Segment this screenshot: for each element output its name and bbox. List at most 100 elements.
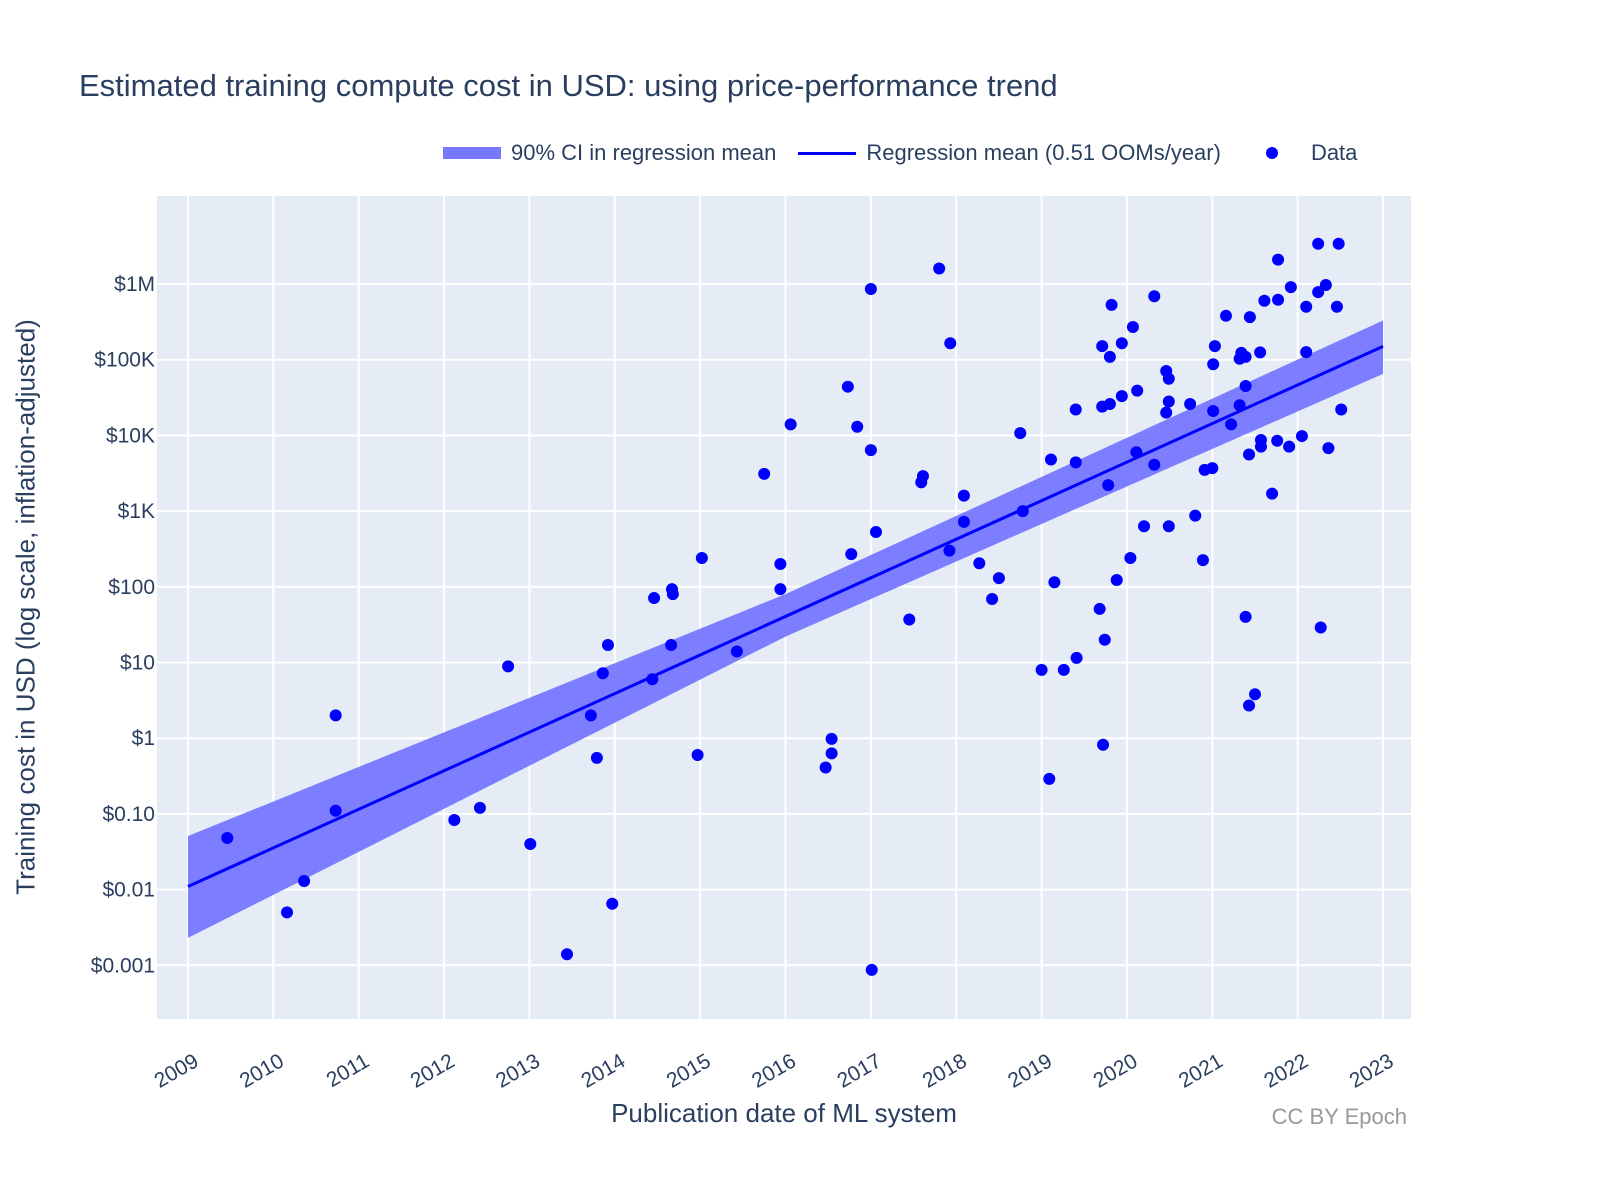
data-point — [1243, 311, 1256, 324]
data-point — [957, 515, 970, 528]
data-point — [1048, 576, 1061, 589]
data-point — [665, 639, 678, 652]
data-point — [851, 420, 864, 433]
data-point — [973, 557, 986, 570]
x-tick-label: 2013 — [492, 1049, 544, 1092]
data-point — [957, 489, 970, 502]
legend-item-data[interactable]: Data — [1243, 140, 1357, 166]
data-point — [1103, 397, 1116, 410]
data-point — [1162, 395, 1175, 408]
x-tick-label: 2011 — [323, 1049, 374, 1092]
data-point — [646, 673, 659, 686]
data-point — [1148, 290, 1161, 303]
data-point — [1314, 621, 1327, 634]
data-point — [1258, 294, 1271, 307]
data-point — [1138, 520, 1151, 533]
data-point — [1093, 602, 1106, 615]
data-point — [784, 418, 797, 431]
data-point — [524, 838, 537, 851]
data-point — [1069, 456, 1082, 469]
data-point — [221, 832, 234, 845]
data-point — [865, 963, 878, 976]
data-point — [1110, 573, 1123, 586]
legend-item-ci[interactable]: 90% CI in regression mean — [443, 140, 776, 166]
legend-item-regression[interactable]: Regression mean (0.51 OOMs/year) — [798, 140, 1221, 166]
data-point — [1312, 286, 1325, 299]
data-point — [1069, 403, 1082, 416]
gridlines — [157, 196, 1411, 1019]
credit-text: CC BY Epoch — [1271, 1104, 1407, 1129]
data-point — [1016, 505, 1029, 518]
legend: 90% CI in regression mean Regression mea… — [443, 140, 1379, 166]
data-point — [870, 525, 883, 538]
data-point — [992, 572, 1005, 585]
data-point — [1126, 321, 1139, 334]
x-axis-label: Publication date of ML system — [611, 1098, 957, 1128]
data-point — [1266, 487, 1279, 500]
x-tick-label: 2009 — [151, 1049, 203, 1092]
data-point — [1283, 440, 1296, 453]
data-point — [916, 470, 929, 483]
y-tick-label: $0.01 — [102, 879, 155, 902]
data-point — [1035, 663, 1048, 676]
data-point — [1271, 434, 1284, 447]
line-swatch-icon — [798, 151, 857, 155]
data-point — [666, 588, 679, 601]
data-point — [606, 897, 619, 910]
data-point — [1322, 442, 1335, 455]
data-point — [1070, 651, 1083, 664]
data-point — [1233, 399, 1246, 412]
data-point — [1102, 479, 1115, 492]
data-point — [329, 709, 342, 722]
data-point — [448, 814, 461, 827]
x-tick-label: 2010 — [236, 1049, 288, 1092]
data-point — [560, 948, 573, 961]
data-point — [601, 639, 614, 652]
marker-swatch-icon — [1265, 147, 1278, 159]
data-point — [1249, 688, 1261, 701]
chart-title: Estimated training compute cost in USD: … — [79, 68, 1058, 103]
x-tick-label: 2014 — [577, 1049, 629, 1092]
y-tick-label: $10K — [106, 424, 155, 447]
data-point — [473, 801, 486, 814]
data-points — [221, 237, 1348, 976]
data-point — [943, 544, 956, 557]
data-point — [1105, 298, 1118, 311]
data-point — [1332, 237, 1345, 250]
data-point — [819, 761, 832, 774]
data-point — [774, 558, 787, 571]
data-point — [1239, 610, 1252, 623]
data-point — [1207, 358, 1220, 371]
legend-label: Data — [1310, 140, 1358, 165]
data-point — [1124, 552, 1137, 565]
data-point — [825, 747, 838, 760]
y-tick-label: $1K — [118, 500, 155, 523]
x-tick-label: 2020 — [1090, 1049, 1142, 1092]
data-point — [1225, 418, 1238, 431]
data-point — [903, 613, 916, 626]
y-tick-label: $0.001 — [91, 954, 155, 977]
data-point — [1097, 738, 1110, 751]
data-point — [774, 583, 787, 596]
data-point — [1254, 440, 1267, 453]
y-tick-label: $1M — [114, 273, 155, 296]
x-tick-label: 2018 — [919, 1049, 971, 1092]
data-point — [648, 592, 661, 605]
data-point — [1196, 554, 1209, 567]
data-point — [1096, 340, 1109, 353]
x-tick-label: 2019 — [1004, 1049, 1056, 1092]
y-tick-label: $1 — [132, 727, 155, 750]
data-point — [281, 906, 294, 919]
data-point — [502, 660, 515, 673]
x-tick-label: 2015 — [663, 1049, 715, 1092]
data-point — [1284, 281, 1297, 294]
ci-band — [188, 320, 1384, 938]
data-point — [691, 748, 704, 761]
x-tick-label: 2022 — [1260, 1049, 1312, 1092]
data-point — [825, 732, 838, 745]
data-point — [1312, 237, 1325, 250]
ci-band-area — [188, 320, 1384, 938]
data-point — [1043, 772, 1056, 785]
y-tick-label: $100K — [94, 349, 155, 372]
